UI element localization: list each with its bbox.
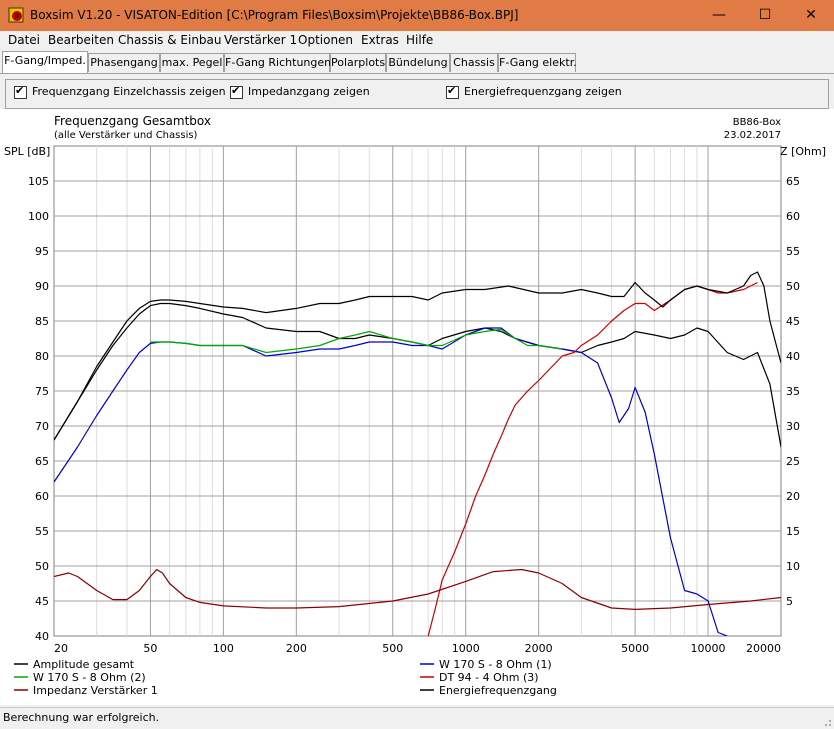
tab-chassis[interactable]: Chassis bbox=[450, 53, 498, 72]
y-tick-label: 95 bbox=[35, 245, 49, 258]
menu-chassis-einbau[interactable]: Chassis & Einbau bbox=[118, 33, 222, 47]
status-bar: Berechnung war erfolgreich. bbox=[0, 707, 834, 729]
x-tick-label: 20 bbox=[54, 642, 68, 655]
x-tick-label: 2000 bbox=[525, 642, 553, 655]
series-line-2 bbox=[150, 328, 563, 354]
y2-tick-label: 45 bbox=[786, 315, 800, 328]
close-button[interactable]: ✕ bbox=[805, 7, 817, 23]
series-line-0 bbox=[54, 302, 781, 448]
y2-axis-label: Z [Ohm] bbox=[780, 145, 826, 158]
tab-f-gang-imped[interactable]: F-Gang/Imped. bbox=[2, 51, 88, 73]
boxsim-app-icon[interactable] bbox=[8, 7, 24, 23]
x-tick-label: 500 bbox=[382, 642, 403, 655]
series-line-4 bbox=[54, 568, 781, 610]
chart-subtitle: (alle Verstärker und Chassis) bbox=[54, 130, 198, 141]
y2-tick-label: 40 bbox=[786, 350, 800, 363]
y-tick-label: 45 bbox=[35, 595, 49, 608]
y2-tick-label: 30 bbox=[786, 420, 800, 433]
tab-polarplots[interactable]: Polarplots bbox=[330, 53, 386, 72]
resize-grip-icon[interactable] bbox=[822, 717, 832, 727]
checkbox-einzelchassis[interactable]: ✔ bbox=[14, 84, 27, 99]
y-tick-label: 85 bbox=[35, 315, 49, 328]
tab-max-pegel[interactable]: max. Pegel bbox=[160, 53, 224, 72]
y2-tick-label: 15 bbox=[786, 525, 800, 538]
y-tick-label: 75 bbox=[35, 385, 49, 398]
checkbox-energie[interactable]: ✔ bbox=[446, 84, 459, 99]
checkmark-icon: ✔ bbox=[231, 84, 241, 97]
status-message: Berechnung war erfolgreich. bbox=[3, 711, 160, 724]
project-name: BB86-Box bbox=[733, 117, 781, 128]
menu-hilfe[interactable]: Hilfe bbox=[406, 33, 434, 47]
menu-extras[interactable]: Extras bbox=[361, 33, 399, 47]
window-title: Boxsim V1.20 - VISATON-Edition [C:\Progr… bbox=[30, 8, 519, 22]
checkbox-energie-label: Energiefrequenzgang zeigen bbox=[464, 85, 622, 98]
y-tick-label: 40 bbox=[35, 630, 49, 643]
legend-label: Amplitude gesamt bbox=[33, 658, 135, 671]
y2-tick-label: 50 bbox=[786, 280, 800, 293]
y2-tick-label: 60 bbox=[786, 210, 800, 223]
y-tick-label: 90 bbox=[35, 280, 49, 293]
y-tick-label: 60 bbox=[35, 490, 49, 503]
y2-tick-label: 55 bbox=[786, 245, 800, 258]
y2-tick-label: 25 bbox=[786, 455, 800, 468]
y-axis-label: SPL [dB] bbox=[4, 145, 50, 158]
x-tick-label: 50 bbox=[143, 642, 157, 655]
chart-date: 23.02.2017 bbox=[724, 130, 781, 141]
y-tick-label: 50 bbox=[35, 560, 49, 573]
x-tick-label: 20000 bbox=[746, 642, 781, 655]
y-tick-label: 80 bbox=[35, 350, 49, 363]
y2-tick-label: 20 bbox=[786, 490, 800, 503]
legend-label: W 170 S - 8 Ohm (2) bbox=[33, 671, 146, 684]
y-tick-label: 100 bbox=[28, 210, 49, 223]
tab-phasengang[interactable]: Phasengang bbox=[88, 53, 160, 72]
tab-strip: F-Gang/Imped. Phasengang max. Pegel F-Ga… bbox=[0, 51, 834, 74]
chart-panel: 20 50 100 200 500 1000 2000 5000 10000 20000 40 45 5… bbox=[0, 109, 834, 705]
chart-title: Frequenzgang Gesamtbox bbox=[54, 114, 211, 128]
x-tick-label: 100 bbox=[213, 642, 234, 655]
minimize-button[interactable]: — bbox=[712, 7, 726, 23]
title-bar: Boxsim V1.20 - VISATON-Edition [C:\Progr… bbox=[0, 0, 834, 31]
tab-f-gang-elektr[interactable]: F-Gang elektr. bbox=[498, 53, 577, 72]
legend-label: Energiefrequenzgang bbox=[439, 684, 557, 697]
y-tick-label: 105 bbox=[28, 175, 49, 188]
y-tick-label: 70 bbox=[35, 420, 49, 433]
x-tick-label: 1000 bbox=[452, 642, 480, 655]
x-tick-label: 10000 bbox=[691, 642, 726, 655]
series-line-5 bbox=[54, 271, 781, 441]
menu-bar: Datei Bearbeiten Chassis & Einbau Verstä… bbox=[0, 31, 834, 51]
tab-f-gang-richtungen[interactable]: F-Gang Richtungen bbox=[224, 53, 331, 72]
menu-bearbeiten[interactable]: Bearbeiten bbox=[48, 33, 114, 47]
menu-datei[interactable]: Datei bbox=[8, 33, 41, 47]
y-tick-label: 55 bbox=[35, 525, 49, 538]
checkmark-icon: ✔ bbox=[15, 84, 25, 97]
checkbox-impedanz-label: Impedanzgang zeigen bbox=[248, 85, 370, 98]
checkbox-impedanz[interactable]: ✔ bbox=[230, 84, 243, 99]
y2-tick-label: 35 bbox=[786, 385, 800, 398]
legend-label: Impedanz Verstärker 1 bbox=[33, 684, 158, 697]
checkbox-einzelchassis-label: Frequenzgang Einzelchassis zeigen bbox=[32, 85, 226, 98]
x-tick-label: 5000 bbox=[621, 642, 649, 655]
frequency-response-chart[interactable]: 20 50 100 200 500 1000 2000 5000 10000 20000 40 45 5… bbox=[0, 109, 834, 705]
x-tick-label: 200 bbox=[286, 642, 307, 655]
menu-verstaerker[interactable]: Verstärker 1 bbox=[224, 33, 298, 47]
y2-tick-label: 5 bbox=[786, 595, 793, 608]
legend-label: DT 94 - 4 Ohm (3) bbox=[439, 671, 539, 684]
y2-tick-label: 65 bbox=[786, 175, 800, 188]
maximize-button[interactable]: ☐ bbox=[758, 7, 772, 23]
tab-buendelung[interactable]: Bündelung bbox=[386, 53, 450, 72]
checkmark-icon: ✔ bbox=[447, 84, 457, 97]
options-panel: ✔ Frequenzgang Einzelchassis zeigen ✔ Im… bbox=[5, 79, 829, 109]
y2-tick-label: 10 bbox=[786, 560, 800, 573]
y-tick-label: 65 bbox=[35, 455, 49, 468]
menu-optionen[interactable]: Optionen bbox=[298, 33, 354, 47]
legend-label: W 170 S - 8 Ohm (1) bbox=[439, 658, 552, 671]
